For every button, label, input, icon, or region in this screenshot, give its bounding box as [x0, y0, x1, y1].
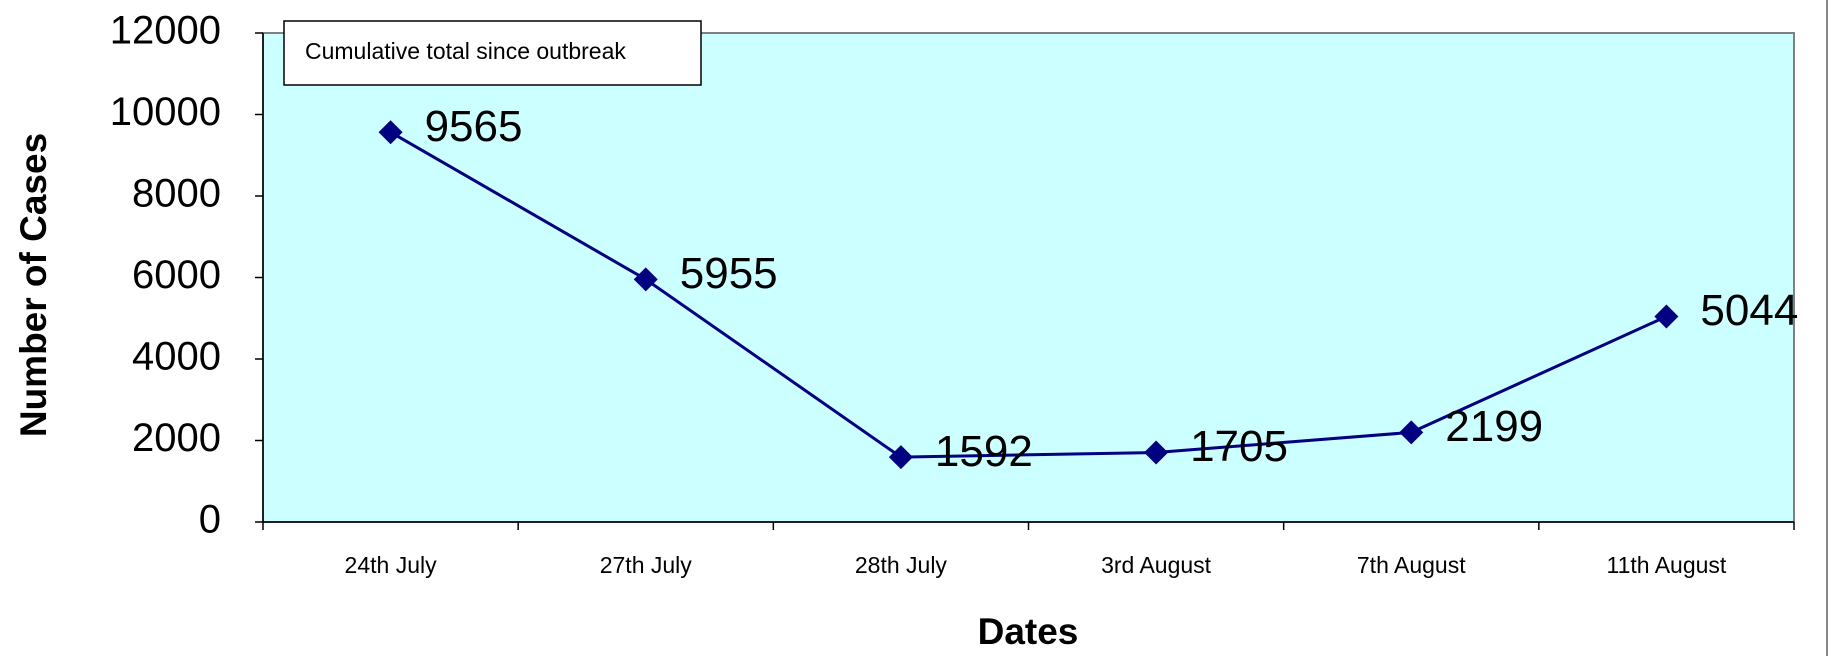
- annotation: Cumulative total since outbreak: [305, 38, 626, 64]
- data-label: 2199: [1445, 402, 1543, 451]
- marker: [888, 445, 913, 470]
- y-axis-title: Number of Cases: [13, 133, 54, 437]
- x-tick-label: 11th August: [1607, 552, 1727, 578]
- data-label: 5955: [680, 249, 778, 298]
- y-tick-label: 4000: [132, 335, 221, 379]
- marker: [1654, 304, 1679, 329]
- marker: [633, 267, 658, 292]
- data-label: 9565: [425, 102, 523, 151]
- x-axis-title: Dates: [978, 611, 1079, 652]
- x-tick-label: 27th July: [600, 552, 693, 578]
- y-tick-label: 2000: [132, 416, 221, 460]
- x-tick-label: 7th August: [1357, 552, 1466, 578]
- data-label: 1592: [935, 427, 1033, 476]
- marker: [1144, 440, 1169, 465]
- y-tick-label: 6000: [132, 253, 221, 297]
- y-tick-label: 10000: [110, 90, 221, 134]
- x-tick-label: 3rd August: [1101, 552, 1212, 578]
- y-tick-label: 12000: [110, 9, 221, 53]
- marker: [1399, 420, 1424, 445]
- annotation-box: [283, 20, 702, 86]
- x-tick-label: 24th July: [345, 552, 438, 578]
- x-tick-label: 28th July: [855, 552, 948, 578]
- data-label: 1705: [1190, 422, 1288, 471]
- marker: [378, 120, 403, 145]
- y-tick-label: 8000: [132, 172, 221, 216]
- data-label: 5044: [1700, 286, 1798, 335]
- y-tick-label: 0: [199, 498, 221, 542]
- line: [389, 130, 1668, 459]
